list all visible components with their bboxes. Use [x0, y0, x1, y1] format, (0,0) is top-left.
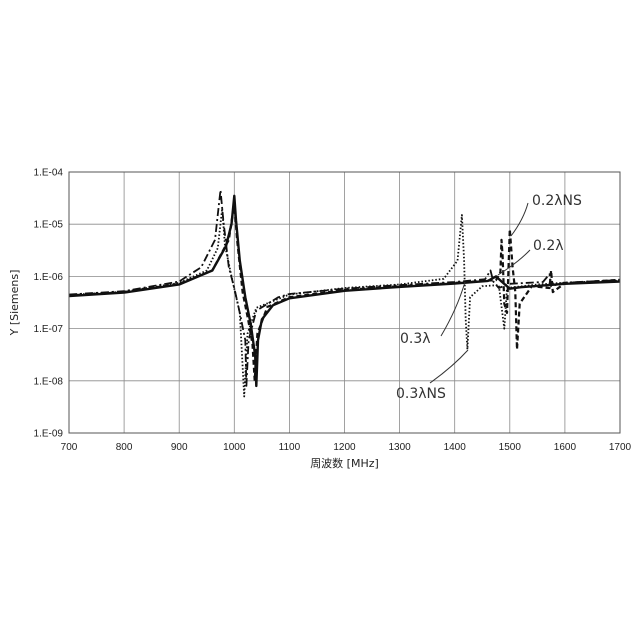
x-tick-label: 1000: [223, 442, 246, 453]
y-tick-label: 1.E-05: [34, 220, 64, 231]
y-tick-label: 1.E-04: [34, 168, 64, 179]
x-tick-label: 1600: [554, 442, 577, 453]
x-tick-label: 900: [171, 442, 188, 453]
y-tick-label: 1.E-09: [34, 429, 64, 440]
x-tick-label: 1400: [444, 442, 467, 453]
x-tick-label: 800: [116, 442, 133, 453]
x-tick-label: 1200: [333, 442, 356, 453]
x-tick-label: 1300: [388, 442, 411, 453]
x-tick-label: 1100: [279, 442, 301, 453]
y-tick-label: 1.E-06: [34, 272, 64, 283]
annotation-label: 0.2λ: [533, 238, 564, 254]
x-tick-label: 1500: [499, 442, 522, 453]
annotation-label: 0.3λ: [400, 331, 431, 347]
y-tick-label: 1.E-07: [34, 324, 64, 335]
annotation-label: 0.3λNS: [396, 386, 446, 402]
x-tick-label: 1700: [609, 442, 632, 453]
x-axis-title: 周波数 [MHz]: [310, 457, 379, 470]
y-tick-label: 1.E-08: [34, 376, 64, 387]
annotation-label: 0.2λNS: [532, 193, 582, 209]
x-tick-label: 700: [61, 442, 78, 453]
y-axis-title: Y [Siemens]: [8, 270, 21, 337]
